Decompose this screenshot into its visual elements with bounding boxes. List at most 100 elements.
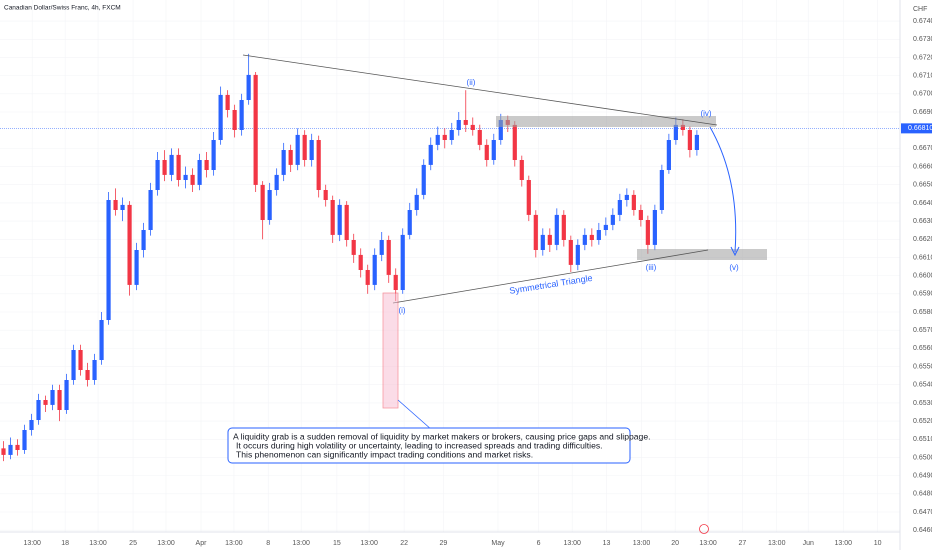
candle-body [575, 244, 580, 265]
candle-body [50, 390, 55, 405]
event-icon[interactable] [699, 524, 709, 534]
candle-body [113, 200, 118, 210]
candle-body [134, 250, 139, 285]
candle-body [218, 94, 223, 140]
candle-body [477, 130, 482, 145]
x-tick-label: 13 [603, 540, 611, 547]
candle-body [344, 204, 349, 240]
candle-body [253, 74, 258, 185]
candle-body [568, 240, 573, 265]
candle-body [57, 390, 62, 410]
y-tick-label: 0.64800 [913, 491, 932, 498]
y-tick-label: 0.67000 [913, 91, 932, 98]
candle-body [43, 400, 48, 405]
candle-body [582, 234, 587, 245]
candle-body [162, 160, 167, 175]
liquidity-zone [382, 292, 399, 409]
x-tick-label: 13:00 [292, 540, 310, 547]
candle-body [491, 140, 496, 160]
candle-body [330, 200, 335, 235]
candle-body [659, 170, 664, 210]
candle-body [106, 200, 111, 320]
candle-body [498, 120, 503, 140]
x-tick-label: 10 [874, 540, 882, 547]
candle-body [596, 230, 601, 240]
wave-label: (iii) [646, 263, 657, 272]
candle-body [680, 124, 685, 130]
y-tick-label: 0.64600 [913, 527, 932, 534]
x-tick-label: 29 [439, 540, 447, 547]
candle-body [638, 210, 643, 220]
candle-body [1, 448, 6, 455]
y-tick-label: 0.66100 [913, 254, 932, 261]
candle-body [92, 360, 97, 380]
x-tick-label: 13:00 [360, 540, 378, 547]
candle-body [589, 234, 594, 240]
y-tick-label: 0.67200 [913, 54, 932, 61]
candle-body [631, 194, 636, 210]
callout-box [227, 427, 631, 464]
candle-body [533, 214, 538, 250]
candle-body [183, 174, 188, 180]
x-tick-label: 13:00 [23, 540, 41, 547]
y-tick-label: 0.65800 [913, 309, 932, 316]
candle-body [379, 240, 384, 255]
axes: 0.67400 0.67300 0.67200 0.67100 0.67000 0.669… [23, 18, 932, 547]
candle-body [603, 224, 608, 230]
candle-body [274, 174, 279, 190]
x-tick-label: 13:00 [835, 540, 853, 547]
candle-body [421, 164, 426, 195]
candle-body [365, 270, 370, 285]
candle-body [316, 140, 321, 190]
candle-body [519, 160, 524, 180]
candle-body [428, 144, 433, 165]
candle-body [449, 130, 454, 140]
candle-body [204, 160, 209, 170]
candle-body [617, 200, 622, 215]
y-tick-label: 0.66200 [913, 236, 932, 243]
candle-body [400, 234, 405, 290]
candle-body [673, 124, 678, 140]
y-tick-label: 0.67400 [913, 18, 932, 25]
candle-body [29, 420, 34, 430]
x-tick-label: Apr [196, 540, 208, 547]
y-tick-label: 0.64900 [913, 472, 932, 479]
candle-body [463, 120, 468, 125]
candle-body [652, 210, 657, 245]
candle-body [337, 204, 342, 235]
support-zone [637, 249, 767, 260]
candle-body [610, 214, 615, 225]
wave-label: (v) [729, 263, 739, 272]
candle-body [155, 160, 160, 190]
candle-body [554, 214, 559, 245]
candle-body [99, 320, 104, 360]
candle-body [540, 234, 545, 250]
candle-body [190, 174, 195, 185]
candle-body [547, 234, 552, 245]
candle-body [281, 150, 286, 175]
candle-body [624, 194, 629, 200]
x-tick-label: Jun [803, 540, 814, 547]
x-tick-label: 6 [537, 540, 541, 547]
candle-body [484, 144, 489, 160]
candle-body [176, 154, 181, 180]
y-tick-label: 0.64700 [913, 509, 932, 516]
candle-body [393, 274, 398, 290]
candle-body [302, 134, 307, 160]
x-tick-label: 13:00 [89, 540, 107, 547]
candle-body [15, 444, 20, 450]
x-tick-label: 13:00 [563, 540, 581, 547]
y-tick-label: 0.65900 [913, 291, 932, 298]
candle-body [694, 134, 699, 150]
candle-body [78, 350, 83, 370]
projection-arrow [709, 126, 737, 253]
candle-body [456, 120, 461, 130]
y-tick-label: 0.66500 [913, 182, 932, 189]
x-tick-label: 25 [129, 540, 137, 547]
candle-body [645, 220, 650, 245]
candle-body [372, 254, 377, 285]
candle-body [351, 240, 356, 255]
candle-body [120, 204, 125, 210]
callout-text: A liquidity grab is a sudden removal of … [233, 431, 651, 441]
